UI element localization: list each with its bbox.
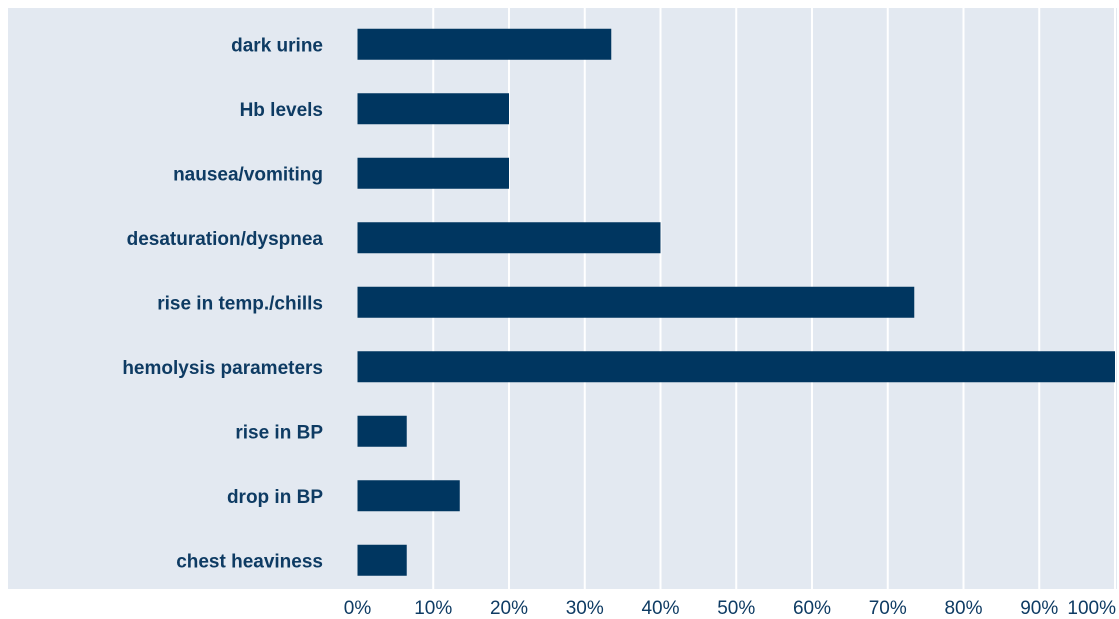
bar bbox=[357, 286, 915, 318]
bar bbox=[357, 544, 407, 576]
bar bbox=[357, 415, 407, 447]
category-label: chest heaviness bbox=[176, 551, 323, 572]
bar bbox=[357, 28, 612, 60]
bar bbox=[357, 157, 509, 189]
category-label: desaturation/dyspnea bbox=[127, 229, 324, 250]
x-tick-label: 90% bbox=[1020, 598, 1058, 619]
bars bbox=[357, 28, 1115, 576]
category-label: nausea/vomiting bbox=[173, 164, 323, 185]
x-tick-label: 0% bbox=[344, 598, 372, 619]
bar bbox=[357, 480, 460, 512]
category-label: hemolysis parameters bbox=[122, 358, 323, 379]
category-labels: dark urine Hb levels nausea/vomiting desatu… bbox=[122, 35, 323, 572]
x-tick-label: 10% bbox=[414, 598, 452, 619]
x-tick-label: 50% bbox=[717, 598, 755, 619]
x-tick-label: 30% bbox=[566, 598, 604, 619]
x-axis-tick-labels: 0% 10% 20% 30% 40% 50% 60% 70% 80% 90% 100% bbox=[344, 598, 1116, 619]
x-tick-label: 20% bbox=[490, 598, 528, 619]
x-tick-label: 40% bbox=[641, 598, 679, 619]
x-tick-label: 60% bbox=[793, 598, 831, 619]
x-tick-label: 70% bbox=[869, 598, 907, 619]
category-label: drop in BP bbox=[227, 487, 323, 508]
bar bbox=[357, 351, 1115, 383]
x-tick-label: 100% bbox=[1067, 598, 1116, 619]
category-label: rise in BP bbox=[235, 422, 323, 443]
x-tick-label: 80% bbox=[944, 598, 982, 619]
bar bbox=[357, 93, 509, 125]
category-label: rise in temp./chills bbox=[157, 293, 323, 314]
category-label: dark urine bbox=[231, 35, 323, 56]
category-label: Hb levels bbox=[240, 100, 323, 121]
bar bbox=[357, 222, 661, 254]
